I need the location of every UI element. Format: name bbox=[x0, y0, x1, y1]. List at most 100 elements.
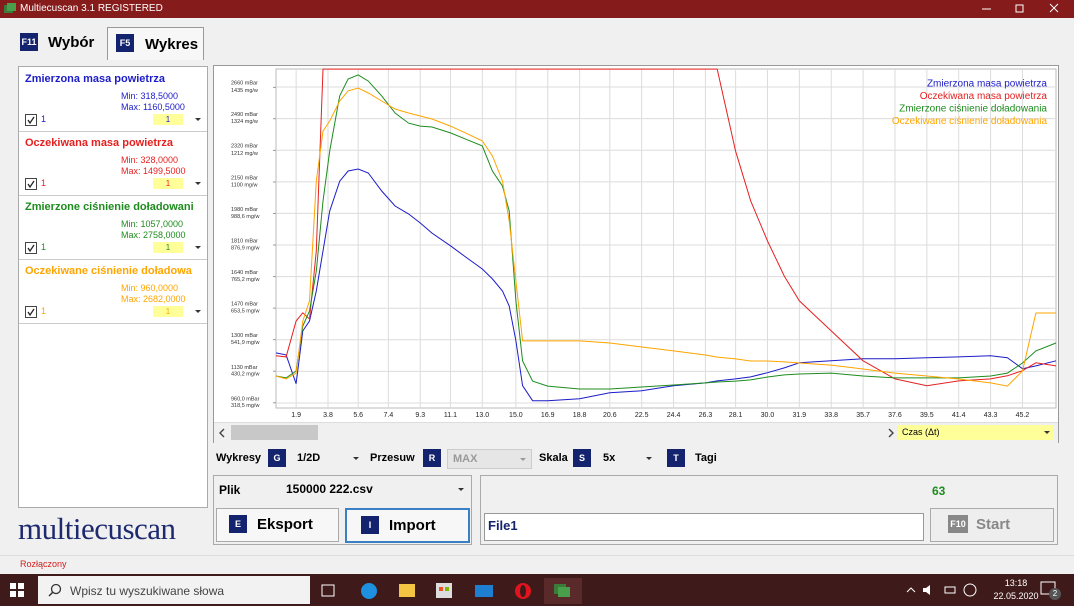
window-controls[interactable] bbox=[970, 0, 1074, 18]
x-tick-label: 11.1 bbox=[444, 412, 457, 419]
key-badge: F10 bbox=[948, 515, 968, 533]
y-tick-label: 1470 mBar bbox=[231, 302, 258, 308]
scroll-left[interactable] bbox=[218, 428, 226, 438]
x-axis-dropdown[interactable]: Czas (Δt) bbox=[898, 425, 1054, 440]
x-tick-label: 15.0 bbox=[509, 412, 523, 419]
legend-entry: Zmierzone ciśnienie doładowania bbox=[899, 104, 1047, 115]
y-tick-label: 2490 mBar bbox=[231, 112, 258, 118]
y-tick-label: 960,0 mBar bbox=[231, 396, 260, 402]
channel: Zmierzona masa powietrza Min: 318,5000 M… bbox=[19, 67, 207, 132]
legend-entry: Oczekiwana masa powietrza bbox=[920, 91, 1048, 102]
series-line bbox=[275, 68, 1057, 387]
channel-min: Min: 1057,0000 bbox=[121, 219, 184, 229]
file-dropdown[interactable]: 150000 222.csv bbox=[282, 479, 468, 499]
checkbox[interactable] bbox=[25, 178, 37, 190]
x-tick-label: 26.3 bbox=[699, 412, 713, 419]
start-icon[interactable] bbox=[10, 583, 24, 597]
checkbox[interactable] bbox=[25, 242, 37, 254]
key-badge: I bbox=[361, 516, 379, 534]
x-tick-label: 33.8 bbox=[824, 412, 838, 419]
y-tick-label: 1300 mBar bbox=[231, 333, 258, 339]
channel-min: Min: 328,0000 bbox=[121, 155, 179, 165]
taskbar-apps[interactable] bbox=[318, 578, 588, 604]
channel-name: Oczekiwane ciśnienie doładowa bbox=[25, 265, 192, 277]
y2-tick-label: 1324 mg/w bbox=[231, 119, 258, 125]
scale-dropdown[interactable]: 1 bbox=[153, 178, 203, 189]
button-label: Eksport bbox=[257, 516, 313, 533]
clock-time: 13:18 bbox=[1004, 578, 1028, 588]
scale-value[interactable]: 5x bbox=[603, 452, 616, 464]
checkbox-label: 1 bbox=[41, 242, 47, 252]
tab-key: F11 bbox=[20, 33, 38, 51]
clock-date: 22.05.2020 bbox=[993, 591, 1039, 601]
file-name-input[interactable]: File1 bbox=[484, 513, 924, 541]
tab-label: Wybór bbox=[48, 34, 95, 51]
legend-entry: Oczekiwane ciśnienie doładowania bbox=[892, 116, 1048, 127]
file-box: Plik 150000 222.csv E Eksport I Import bbox=[213, 475, 472, 545]
shift-value: MAX bbox=[453, 453, 478, 465]
x-tick-label: 18.8 bbox=[573, 412, 587, 419]
status-text: Rozłączony bbox=[20, 559, 67, 569]
scroll-right[interactable] bbox=[887, 428, 895, 438]
charts-value[interactable]: 1/2D bbox=[297, 452, 321, 464]
series-line bbox=[275, 168, 1057, 402]
x-tick-label: 30.0 bbox=[761, 412, 775, 419]
dropdown-arrow[interactable] bbox=[646, 457, 652, 460]
channel-max: Max: 1160,5000 bbox=[121, 102, 185, 112]
x-tick-label: 3.8 bbox=[323, 412, 333, 419]
scale-dropdown[interactable]: 1 bbox=[153, 114, 203, 125]
start-button[interactable]: F10 Start bbox=[930, 508, 1054, 542]
y2-tick-label: 1100 mg/w bbox=[231, 182, 258, 188]
y2-tick-label: 318,5 mg/w bbox=[231, 403, 259, 409]
tab-selected[interactable]: F5 Wykres bbox=[107, 27, 204, 60]
logo: multiecuscan bbox=[18, 511, 176, 546]
notification-icon[interactable] bbox=[1040, 580, 1064, 602]
key-badge: T bbox=[667, 449, 685, 467]
import-button[interactable]: I Import bbox=[345, 508, 470, 543]
legend-entry: Zmierzona masa powietrza bbox=[927, 79, 1047, 90]
tab-key: F5 bbox=[116, 34, 134, 52]
search-box[interactable]: Wpisz tu wyszukiwane słowa bbox=[38, 576, 310, 604]
export-button[interactable]: E Eksport bbox=[216, 508, 339, 542]
x-axis-selector: Czas (Δt) bbox=[902, 427, 940, 437]
x-tick-label: 35.7 bbox=[856, 412, 870, 419]
scale-dropdown[interactable]: 1 bbox=[153, 242, 203, 253]
shift-dropdown[interactable]: MAX bbox=[447, 449, 532, 469]
dropdown-arrow[interactable] bbox=[353, 457, 359, 460]
title-bar: Multiecuscan 3.1 REGISTERED bbox=[0, 0, 1074, 18]
tags-label[interactable]: Tagi bbox=[695, 452, 717, 464]
x-tick-label: 13.0 bbox=[476, 412, 490, 419]
run-box: 63 File1 F10 Start bbox=[480, 475, 1058, 545]
x-tick-label: 9.3 bbox=[415, 412, 425, 419]
x-tick-label: 41.4 bbox=[952, 412, 966, 419]
file-value: 150000 222.csv bbox=[286, 482, 373, 496]
window-title: Multiecuscan 3.1 REGISTERED bbox=[20, 3, 163, 14]
channel-name: Zmierzone ciśnienie doładowani bbox=[25, 201, 194, 213]
file-label: Plik bbox=[219, 483, 241, 497]
y-tick-label: 2320 mBar bbox=[231, 144, 258, 150]
scale-value: 1 bbox=[153, 242, 183, 253]
x-tick-label: 5.6 bbox=[353, 412, 363, 419]
checkbox-label: 1 bbox=[41, 114, 47, 124]
x-tick-label: 31.9 bbox=[793, 412, 807, 419]
tab[interactable]: F11 Wybór bbox=[14, 28, 102, 58]
checkbox[interactable] bbox=[25, 306, 37, 318]
y2-tick-label: 988,6 mg/w bbox=[231, 214, 259, 220]
x-tick-label: 43.3 bbox=[984, 412, 998, 419]
counter: 63 bbox=[932, 484, 946, 498]
channel-min: Min: 318,5000 bbox=[121, 91, 179, 101]
scale-dropdown[interactable]: 1 bbox=[153, 306, 203, 317]
channel-min: Min: 960,0000 bbox=[121, 283, 179, 293]
x-tick-label: 1.9 bbox=[291, 412, 301, 419]
y-tick-label: 1130 mBar bbox=[231, 365, 258, 371]
system-tray[interactable] bbox=[905, 582, 980, 598]
checkbox[interactable] bbox=[25, 114, 37, 126]
scroll-thumb[interactable] bbox=[231, 425, 318, 440]
y2-tick-label: 1212 mg/w bbox=[231, 151, 258, 157]
key-badge: R bbox=[423, 449, 441, 467]
channel-name: Zmierzona masa powietrza bbox=[25, 73, 165, 85]
x-tick-label: 37.6 bbox=[888, 412, 902, 419]
scrollbar[interactable]: Czas (Δt) bbox=[214, 422, 1058, 443]
scale-label: Skala bbox=[539, 452, 568, 464]
